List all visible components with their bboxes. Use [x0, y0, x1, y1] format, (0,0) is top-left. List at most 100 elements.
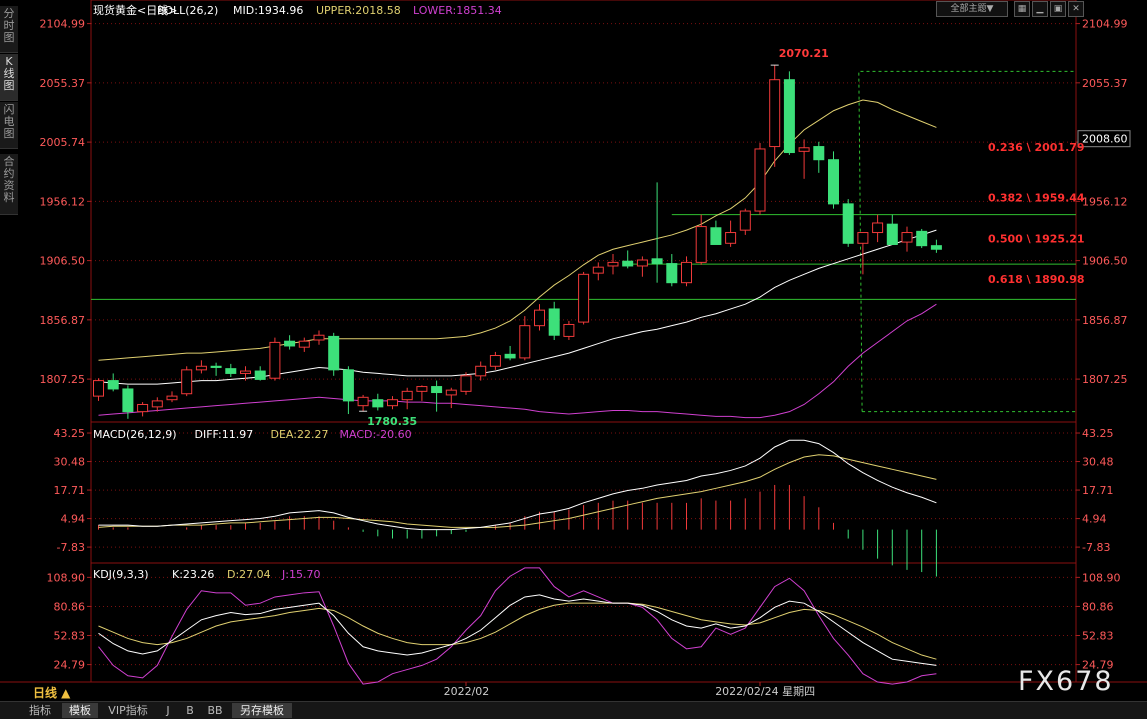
legend-item: DIFF:11.97 [195, 428, 254, 441]
legend-item: MID:1934.96 [233, 4, 303, 17]
candle-body [122, 388, 134, 413]
ytick-label-right: 43.25 [1082, 427, 1114, 440]
candle-body [137, 403, 149, 413]
fib-level-label: 0.382 \ 1959.44 [988, 191, 1085, 204]
candle-body [681, 261, 692, 284]
grid-icon[interactable]: ▦ [1014, 1, 1030, 17]
candle-body [151, 400, 163, 408]
candle-body [739, 210, 751, 231]
tab-time-share[interactable]: 分时图 [0, 6, 18, 53]
tab-lightning-chart[interactable]: 闪电图 [0, 102, 18, 149]
pane-title: MACD(26,12,9) [93, 428, 177, 441]
ytick-label-left: 1906.50 [40, 255, 86, 268]
candle-body [695, 226, 707, 263]
tab-indicators[interactable]: 指标 [29, 704, 51, 717]
ytick-label-right: 30.48 [1082, 456, 1114, 469]
ytick-label-right: 80.86 [1082, 600, 1114, 613]
candle-body [651, 258, 663, 265]
candle-body [342, 369, 354, 402]
theme-dropdown[interactable]: 全部主题▼ [936, 1, 1008, 17]
candle-body [769, 79, 781, 148]
candle-body [107, 380, 119, 390]
ytick-label-left: 1856.87 [40, 314, 86, 327]
diff-line [98, 439, 937, 531]
ytick-label-left: 108.90 [47, 571, 86, 584]
candle-body [93, 380, 104, 397]
bottom-toolbar: 指标 模板 VIP指标 J B BB 另存模板 [0, 701, 1147, 719]
ytick-label-right: 24.79 [1082, 659, 1114, 672]
candle-body [210, 365, 222, 368]
minimize-icon[interactable]: ▁ [1032, 1, 1048, 17]
tab-kline[interactable]: K线图 [0, 54, 18, 101]
ytick-label-right: 4.94 [1082, 513, 1107, 526]
candle-body [783, 79, 795, 154]
candle-body [666, 263, 678, 284]
tab-j[interactable]: J [166, 704, 170, 717]
candle-body [328, 335, 340, 371]
last-price-label: 2008.60 [1082, 133, 1128, 146]
tab-b[interactable]: B [186, 704, 194, 717]
candle-body [828, 159, 839, 205]
kdj-j-line [98, 567, 937, 685]
legend-item: K:23.26 [172, 568, 214, 581]
candle-body [357, 396, 369, 407]
candle-body [254, 370, 266, 380]
candle-body [636, 259, 648, 267]
tab-vip-indicators[interactable]: VIP指标 [108, 704, 148, 717]
close-icon[interactable]: ✕ [1068, 1, 1084, 17]
kdj-k-line [98, 594, 937, 666]
maximize-icon[interactable]: ▣ [1050, 1, 1066, 17]
watermark-logo: FX678 [1018, 666, 1114, 697]
ytick-label-right: 1956.12 [1082, 195, 1128, 208]
ytick-label-right: 1807.25 [1082, 373, 1128, 386]
candle-body [901, 232, 913, 243]
candle-body [857, 232, 869, 244]
dea-line [98, 454, 937, 528]
legend-item: BOLL(26,2) [157, 4, 218, 17]
extreme-price-label: 2070.21 [779, 47, 829, 60]
tab-save-template[interactable]: 另存模板 [232, 703, 292, 718]
candle-body [387, 399, 398, 407]
candle-body [298, 340, 310, 348]
candle-body [592, 266, 604, 274]
candle-body [475, 365, 487, 377]
candle-body [166, 395, 178, 401]
candle-body [622, 260, 634, 267]
candle-body [578, 273, 590, 323]
ytick-label-left: 24.79 [54, 659, 86, 672]
candle-body [313, 334, 325, 341]
ytick-label-left: -7.83 [57, 541, 85, 554]
candle-body [225, 368, 237, 374]
ytick-label-left: 43.25 [54, 427, 86, 440]
ytick-label-right: -7.83 [1082, 541, 1110, 554]
tab-contract-info[interactable]: 合约资料 [0, 154, 18, 215]
xtick-label: 2022/02 [444, 685, 490, 698]
legend-item: DEA:22.27 [271, 428, 329, 441]
legend-item: LOWER:1851.34 [413, 4, 502, 17]
extreme-price-label: 1780.35 [367, 415, 417, 428]
last-price-box [1077, 130, 1131, 148]
tab-bb[interactable]: BB [207, 704, 223, 717]
candle-body [798, 147, 810, 152]
candle-body [534, 309, 545, 327]
candle-body [504, 353, 516, 359]
candle-body [842, 203, 854, 244]
candle-body [886, 223, 898, 245]
ytick-label-left: 80.86 [54, 600, 86, 613]
period-selector[interactable]: 日线 ▲ [33, 686, 71, 700]
ytick-label-right: 52.83 [1082, 630, 1114, 643]
legend-item: MACD:-20.60 [340, 428, 412, 441]
tab-templates[interactable]: 模板 [62, 703, 98, 718]
candle-body [563, 323, 575, 337]
ytick-label-left: 1956.12 [40, 195, 86, 208]
legend-item: J:15.70 [281, 568, 320, 581]
candle-body [930, 245, 942, 250]
candle-body [372, 399, 384, 408]
candle-body [401, 390, 413, 401]
xtick-label: 2022/02/24 星期四 [715, 685, 815, 698]
candle-body [240, 370, 251, 374]
legend-item: D:27.04 [227, 568, 271, 581]
candle-body [754, 148, 766, 212]
ytick-label-right: 1856.87 [1082, 314, 1128, 327]
fib-level-label: 0.500 \ 1925.21 [988, 232, 1085, 245]
